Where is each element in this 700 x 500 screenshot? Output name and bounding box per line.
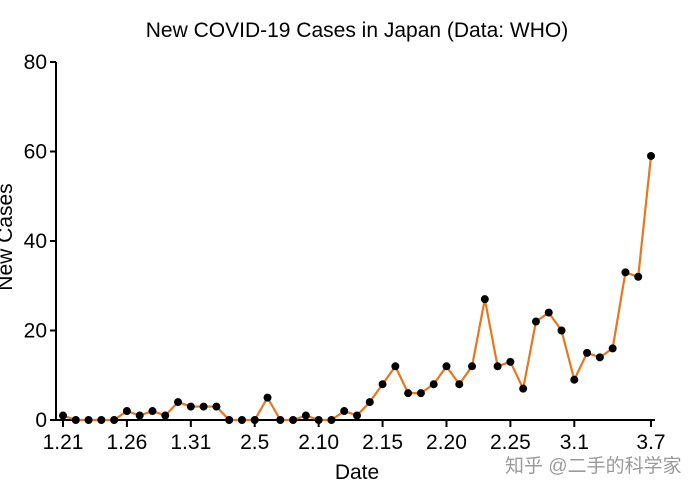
data-point (212, 402, 221, 411)
data-point (71, 416, 80, 424)
series-line (62, 155, 653, 422)
data-point (570, 375, 579, 384)
data-point (583, 348, 592, 357)
data-point (493, 362, 502, 371)
data-point (531, 317, 540, 326)
data-point (404, 389, 413, 398)
data-point (519, 384, 528, 393)
y-axis-title: New Cases (0, 183, 17, 290)
data-point (225, 416, 234, 424)
data-point (442, 362, 451, 371)
data-point (161, 411, 170, 420)
y-tick-label: 40 (24, 230, 47, 253)
data-point (327, 416, 336, 424)
data-point (148, 407, 157, 416)
data-point (353, 411, 361, 420)
data-point (263, 393, 272, 402)
series-group (59, 151, 655, 424)
y-tick-label: 60 (24, 141, 47, 164)
y-tick-label: 80 (24, 51, 47, 74)
data-point (289, 416, 298, 424)
x-tick-label: 1.31 (170, 431, 211, 454)
data-point (237, 416, 246, 424)
data-point (276, 416, 285, 424)
x-axis-label: Date (335, 461, 379, 484)
data-point (186, 402, 195, 411)
data-point (608, 344, 617, 353)
data-point (365, 398, 374, 407)
data-point (544, 308, 553, 317)
x-tick-label: 2.5 (240, 431, 269, 454)
data-point (84, 416, 93, 424)
x-tick-label: 2.10 (298, 431, 339, 454)
watermark-text: 知乎 @二手的科学家 (505, 455, 682, 477)
data-point (135, 411, 144, 420)
y-ticks: 0 20 40 60 80 (24, 51, 56, 432)
data-point (174, 398, 183, 407)
data-point (199, 402, 208, 411)
data-point (595, 353, 604, 362)
x-tick-label: 1.21 (43, 431, 84, 454)
data-point (647, 151, 655, 160)
chart-title: New COVID-19 Cases in Japan (Data: WHO) (146, 19, 568, 42)
x-tick-label: 2.15 (362, 431, 403, 454)
x-tick-label: 3.1 (560, 431, 589, 454)
data-point (480, 295, 489, 304)
data-point (59, 411, 67, 420)
data-point (557, 326, 566, 335)
x-tick-label: 3.7 (636, 431, 665, 454)
data-point (455, 380, 464, 389)
data-point (634, 272, 643, 281)
data-point (391, 362, 400, 371)
data-point (340, 407, 349, 416)
data-point (506, 357, 515, 366)
x-tick-label: 2.25 (490, 431, 531, 454)
x-tick-label: 1.26 (106, 431, 147, 454)
x-tick-label: 2.20 (426, 431, 467, 454)
x-ticks: 1.21 1.26 1.31 2.5 2.10 2.15 2.20 2.25 3.1 3.7 (43, 420, 666, 454)
data-point (110, 416, 119, 424)
y-tick-label: 20 (24, 320, 47, 343)
data-point (250, 416, 259, 424)
data-point (468, 362, 477, 371)
y-tick-label: 0 (35, 409, 47, 432)
axes (55, 62, 655, 421)
data-point (301, 411, 310, 420)
data-point (378, 380, 387, 389)
data-point (416, 389, 425, 398)
y-axis-label: New Cases (0, 183, 17, 290)
data-point (314, 416, 323, 424)
data-point (429, 380, 438, 389)
data-point (122, 407, 131, 416)
data-point (97, 416, 106, 424)
data-point (621, 268, 630, 277)
